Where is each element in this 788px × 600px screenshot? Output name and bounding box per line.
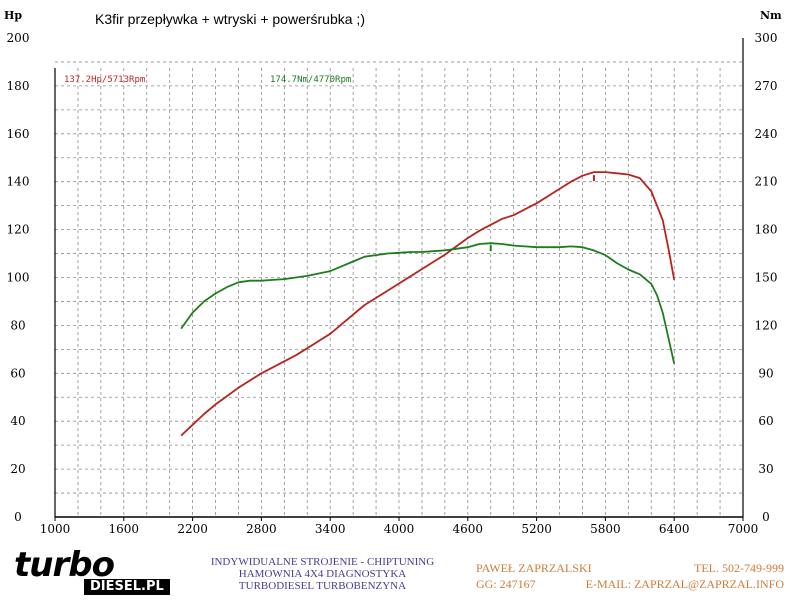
x-tick-label: 2800 [246, 522, 277, 536]
contact-name: PAWEŁ ZAPRZALSKI [476, 561, 592, 575]
contact-gg: GG: 247167 [476, 577, 536, 591]
y-left-tick-label: 40 [10, 414, 25, 428]
y-left-tick-label: 60 [10, 366, 25, 380]
contact-info: PAWEŁ ZAPRZALSKI TEL. 502-749-999 GG: 24… [476, 560, 784, 592]
logo-sub-text: DIESEL.PL [84, 579, 170, 595]
y-right-tick-label: 120 [755, 318, 778, 332]
x-tick-label: 5200 [521, 522, 552, 536]
y-right-tick-label: 270 [755, 79, 778, 93]
y-right-tick-label: 30 [758, 462, 773, 476]
y-left-tick-label: 120 [7, 223, 30, 237]
y-left-tick-label: 140 [7, 175, 30, 189]
y-left-axis-label: Hp [4, 9, 22, 22]
y-left-tick-label: 100 [7, 271, 30, 285]
y-right-tick-label: 210 [755, 175, 778, 189]
peak-annotation: 137.2Hp/5713Rpm [64, 75, 145, 85]
chart-axes [54, 38, 744, 521]
services-line-3: TURBODIESEL TURBOBENZYNA [238, 580, 407, 592]
chart-series [180, 171, 676, 437]
x-tick-label: 1600 [109, 522, 140, 536]
footer: turbo DIESEL.PL INDYWIDUALNE STROJENIE -… [0, 548, 788, 600]
y-right-tick-label: 180 [755, 223, 778, 237]
x-tick-label: 4600 [453, 522, 484, 536]
y-right-tick-label: 300 [755, 31, 778, 45]
y-right-tick-label: 150 [755, 271, 778, 285]
chart-labels: 1000 1600 2200 2800 3400 4000 4600 5200 5800 6400… [4, 9, 782, 536]
dyno-chart: 1000 1600 2200 2800 3400 4000 4600 5200 5800 6400… [4, 9, 782, 536]
turbodiesel-logo: turbo DIESEL.PL [14, 548, 174, 598]
peak-annotation: 174.7Nm/4770Rpm [270, 75, 351, 85]
x-tick-label: 1000 [40, 522, 71, 536]
power-curve [180, 171, 676, 437]
x-tick-label: 6400 [659, 522, 690, 536]
chart-title: K3fir przepływka + wtryski + powerśrubka… [95, 11, 365, 27]
y-right-tick-label: 90 [758, 366, 773, 380]
y-right-tick-label: 60 [758, 414, 773, 428]
x-tick-label: 2200 [177, 522, 208, 536]
x-tick-label: 7000 [728, 522, 759, 536]
logo-main-text: turbo [14, 545, 115, 585]
y-right-axis-label: Nm [760, 9, 782, 22]
y-left-tick-label: 20 [10, 462, 25, 476]
y-left-tick-label: 80 [10, 318, 25, 332]
contact-phone: TEL. 502-749-999 [694, 561, 784, 575]
y-right-tick-label: 240 [755, 127, 778, 141]
x-tick-label: 4000 [384, 522, 415, 536]
y-right-tick-label: 0 [762, 510, 770, 524]
services-info: INDYWIDUALNE STROJENIE - CHIPTUNING HAMO… [205, 556, 440, 592]
y-left-tick-label: 0 [14, 510, 22, 524]
services-line-2: HAMOWNIA 4X4 DIAGNOSTYKA [238, 568, 407, 580]
chart-grid [55, 61, 743, 517]
torque-curve [180, 242, 676, 364]
contact-email: E-MAIL: ZAPRZAL@ZAPRZAL.INFO [585, 577, 784, 591]
services-line-1: INDYWIDUALNE STROJENIE - CHIPTUNING [210, 556, 435, 568]
y-left-tick-label: 200 [7, 31, 30, 45]
y-left-tick-label: 180 [7, 79, 30, 93]
y-left-tick-label: 160 [7, 127, 30, 141]
x-tick-label: 3400 [315, 522, 346, 536]
x-tick-label: 5800 [590, 522, 621, 536]
